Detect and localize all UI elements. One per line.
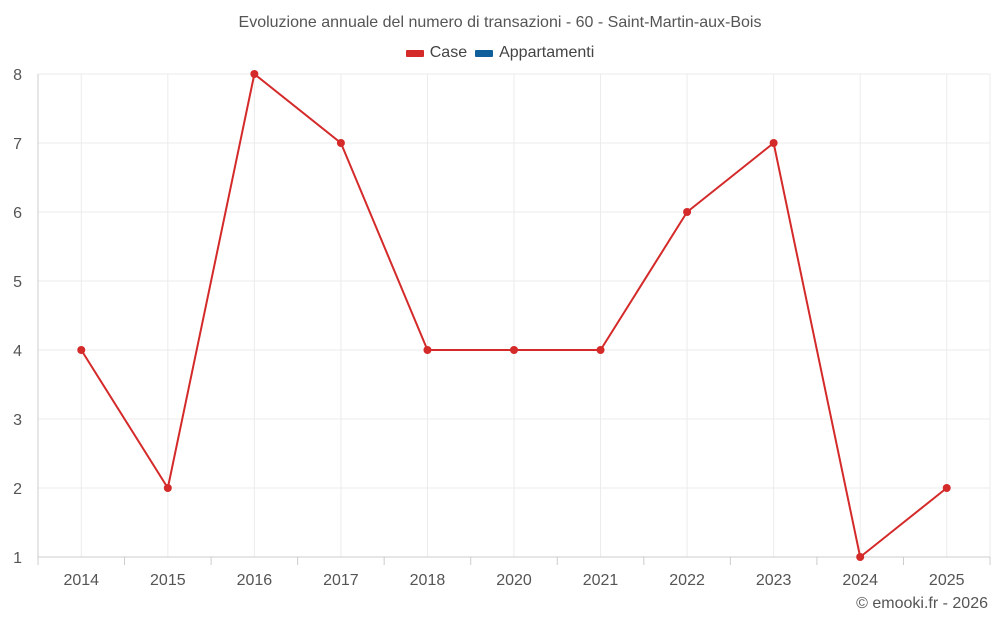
legend-swatch-appartamenti [475,49,494,57]
x-tick-label: 2014 [63,572,99,589]
data-point[interactable] [510,346,518,354]
credit-text: © emooki.fr - 2026 [856,595,988,612]
legend-swatch-case [405,49,424,57]
x-tick-label: 2021 [583,572,619,589]
x-tick-label: 2023 [756,572,792,589]
y-tick-label: 8 [13,67,22,84]
chart-title: Evoluzione annuale del numero di transaz… [238,14,762,31]
x-tick-label: 2018 [410,572,446,589]
x-tick-label: 2015 [150,572,186,589]
legend-item-case[interactable]: Case [405,44,468,62]
data-point[interactable] [163,484,172,492]
data-point[interactable] [250,70,259,78]
grid [38,73,991,557]
x-tick-label: 2017 [323,572,359,589]
y-tick-label: 6 [13,205,22,222]
data-point[interactable] [77,346,86,354]
legend-item-appartamenti[interactable]: Appartamenti [475,44,594,62]
y-tick-label: 4 [13,343,22,360]
axes: 1 2 3 4 5 6 7 8 2014 2015 2016 2017 2018 2020 2021 2022… [13,67,991,589]
data-point[interactable] [423,346,432,354]
y-tick-label: 7 [13,136,22,153]
legend-label-case: Case [429,44,468,61]
data-point[interactable] [596,346,605,354]
x-tick-label: 2020 [496,572,532,589]
data-point[interactable] [856,553,865,561]
x-tick-label: 2024 [842,572,878,589]
data-point[interactable] [942,484,951,492]
y-tick-label: 1 [13,550,22,567]
y-tick-label: 3 [13,412,22,429]
series [77,70,951,561]
x-tick-label: 2016 [237,572,273,589]
legend-label-appartamenti: Appartamenti [499,44,595,61]
x-tick-label: 2022 [669,572,705,589]
y-tick-label: 2 [13,481,22,498]
chart-legend: Case Appartamenti [0,44,1000,62]
data-point[interactable] [769,139,778,147]
y-tick-label: 5 [13,274,22,291]
data-point[interactable] [336,139,345,147]
x-tick-label: 2025 [929,572,965,589]
data-point[interactable] [683,208,692,216]
